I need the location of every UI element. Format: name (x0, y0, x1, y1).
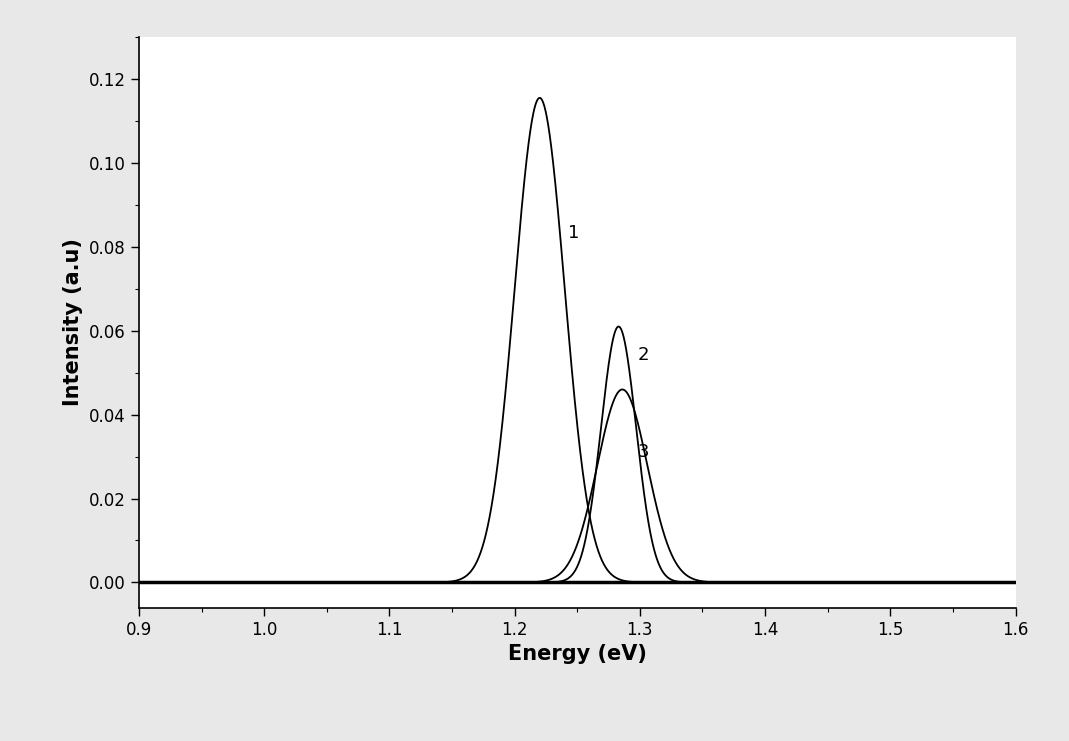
Y-axis label: Intensity (a.u): Intensity (a.u) (63, 239, 83, 406)
Text: 2: 2 (637, 346, 649, 364)
Text: 1: 1 (569, 225, 579, 242)
Text: 3: 3 (637, 442, 649, 461)
X-axis label: Energy (eV): Energy (eV) (508, 645, 647, 665)
